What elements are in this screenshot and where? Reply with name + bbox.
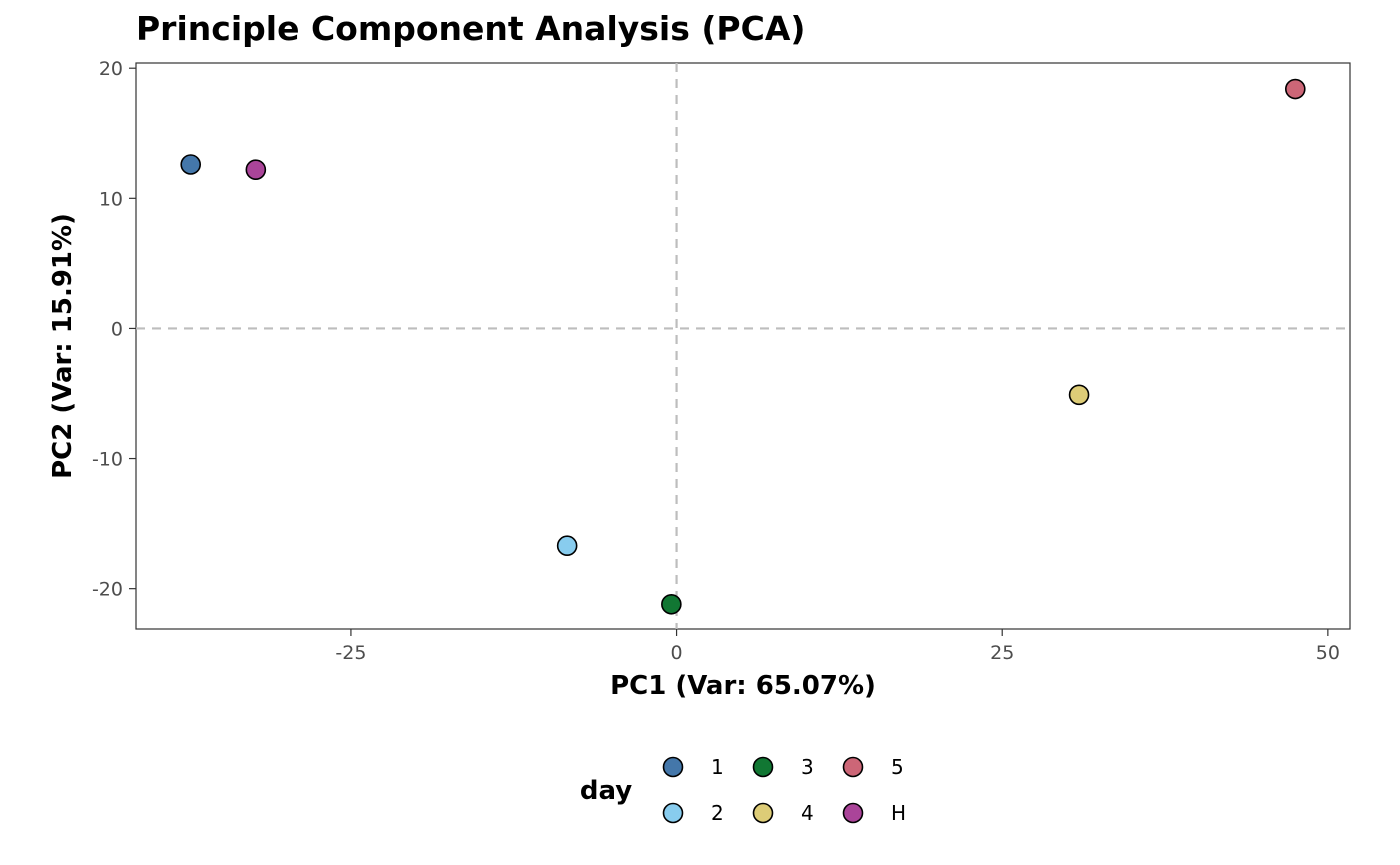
y-axis-ticks: -20 -10 0 10 20	[92, 58, 136, 601]
legend-label-2: 2	[711, 801, 724, 825]
x-axis-ticks: -25 0 25 50	[335, 629, 1340, 664]
legend-label-4: 4	[801, 801, 814, 825]
data-point-day-4	[1068, 384, 1090, 406]
legend-label-5: 5	[891, 755, 904, 779]
legend-key-2	[662, 802, 684, 824]
legend-key-5	[842, 756, 864, 778]
legend-key-1	[662, 756, 684, 778]
legend-key-4	[752, 802, 774, 824]
plot-panel-border	[135, 62, 1351, 630]
x-tick-label: 0	[671, 642, 683, 664]
plot-area: -25 0 25 50 -20 -10 0 10 20	[92, 58, 1351, 664]
y-tick-label: -10	[92, 449, 123, 471]
x-tick-label: 50	[1316, 642, 1340, 664]
x-axis-title: PC1 (Var: 65.07%)	[610, 671, 876, 701]
x-tick-label: -25	[335, 642, 366, 664]
data-point-day-1	[180, 154, 202, 175]
y-tick-label: 0	[111, 318, 123, 340]
x-tick-label: 25	[990, 642, 1014, 664]
legend-label-1: 1	[711, 755, 724, 779]
legend-key-H	[842, 802, 864, 824]
data-point-day-5	[1284, 78, 1306, 100]
legend: day 1 2 3 4 5 H	[580, 755, 906, 825]
legend-label-H: H	[891, 801, 906, 825]
data-point-day-2	[556, 535, 578, 557]
y-axis-title: PC2 (Var: 15.91%)	[48, 213, 78, 479]
legend-label-3: 3	[801, 755, 814, 779]
data-point-day-3	[661, 593, 682, 615]
data-point-day-H	[245, 159, 267, 180]
chart-title: Principle Component Analysis (PCA)	[136, 9, 805, 48]
legend-items: 1 2 3 4 5 H	[662, 755, 906, 825]
reference-lines	[136, 63, 1350, 629]
legend-title: day	[580, 776, 632, 806]
data-points	[180, 78, 1306, 615]
y-tick-label: -20	[92, 579, 123, 601]
y-tick-label: 20	[99, 58, 123, 80]
legend-key-3	[752, 756, 774, 778]
y-tick-label: 10	[99, 188, 123, 210]
